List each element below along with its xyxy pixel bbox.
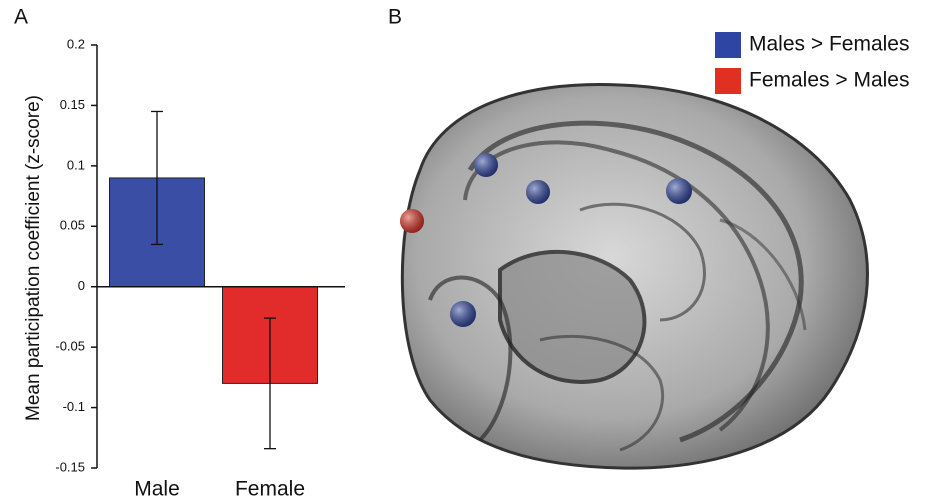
panel-label: B <box>388 6 402 29</box>
legend-label: Males > Females <box>749 33 909 56</box>
x-tick-label: Female <box>235 478 305 501</box>
node-shade <box>666 178 692 204</box>
x-tick-label: Male <box>134 478 180 501</box>
figure: A B Mean participation coefficient (z-sc… <box>0 0 941 504</box>
y-tick-label: 0.2 <box>67 36 85 51</box>
node-shade <box>526 180 550 204</box>
y-axis-label: Mean participation coefficient (z-score) <box>23 95 44 421</box>
y-tick-label: 0.1 <box>67 157 85 172</box>
y-tick-label: -0.05 <box>55 339 85 354</box>
y-tick-label: 0.05 <box>60 218 85 233</box>
legend-label: Females > Males <box>749 69 909 92</box>
panel-label: A <box>14 6 28 29</box>
legend-swatch <box>715 68 741 94</box>
y-tick-label: 0.15 <box>60 97 85 112</box>
legend-swatch <box>715 32 741 58</box>
y-tick-label: 0 <box>78 278 85 293</box>
node-shade <box>400 209 424 233</box>
node-shade <box>474 153 498 177</box>
brain-render <box>402 84 867 468</box>
node-shade <box>450 301 476 327</box>
y-tick-label: -0.1 <box>63 399 85 414</box>
y-tick-label: -0.15 <box>55 459 85 474</box>
